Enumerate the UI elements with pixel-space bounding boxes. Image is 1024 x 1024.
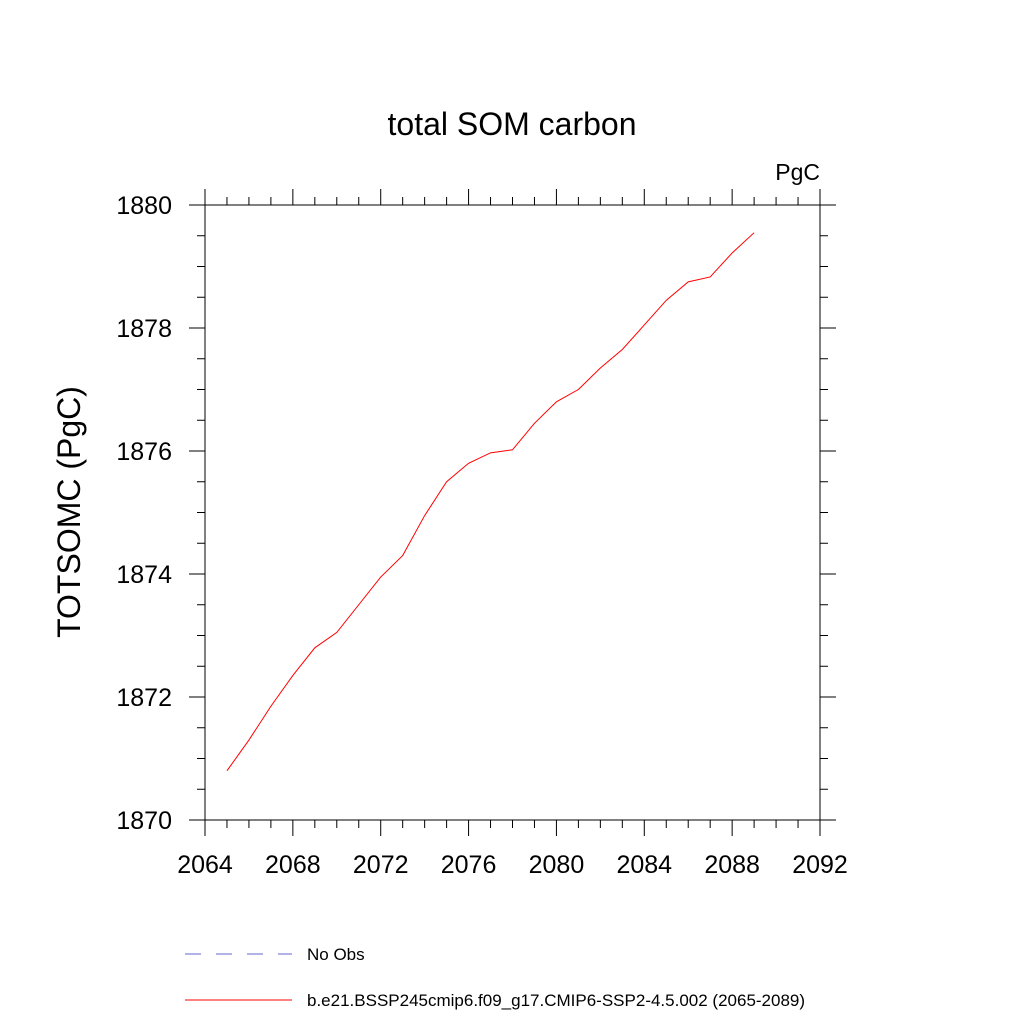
plot-frame	[204, 204, 821, 821]
x-tick-label: 2076	[441, 851, 497, 879]
x-tick-label: 2080	[529, 851, 585, 879]
legend-label: No Obs	[307, 945, 365, 964]
units-label: PgC	[775, 159, 820, 185]
y-tick-label: 1874	[116, 561, 172, 589]
y-axis-label: TOTSOMC (PgC)	[51, 386, 87, 638]
legend-label: b.e21.BSSP245cmip6.f09_g17.CMIP6-SSP2-4.…	[307, 991, 805, 1010]
y-tick-label: 1870	[116, 807, 172, 835]
y-tick-label: 1878	[116, 315, 172, 343]
series-line	[226, 232, 755, 772]
x-tick-label: 2072	[353, 851, 409, 879]
series-lines	[226, 232, 755, 772]
x-tick-label: 2084	[616, 851, 672, 879]
x-tick-label: 2092	[792, 851, 848, 879]
axis-ticks	[189, 189, 836, 836]
x-tick-label: 2068	[265, 851, 321, 879]
legend: No Obs b.e21.BSSP245cmip6.f09_g17.CMIP6-S…	[185, 945, 805, 1010]
y-tick-label: 1872	[116, 684, 172, 712]
x-tick-label: 2064	[177, 851, 233, 879]
chart-title: total SOM carbon	[388, 106, 637, 142]
y-tick-label: 1880	[116, 192, 172, 220]
x-tick-label: 2088	[704, 851, 760, 879]
axis-tick-labels: 2064 2068 2072 2076 2080 2084 2088 2092 1870 1872…	[116, 192, 847, 879]
y-tick-label: 1876	[116, 438, 172, 466]
